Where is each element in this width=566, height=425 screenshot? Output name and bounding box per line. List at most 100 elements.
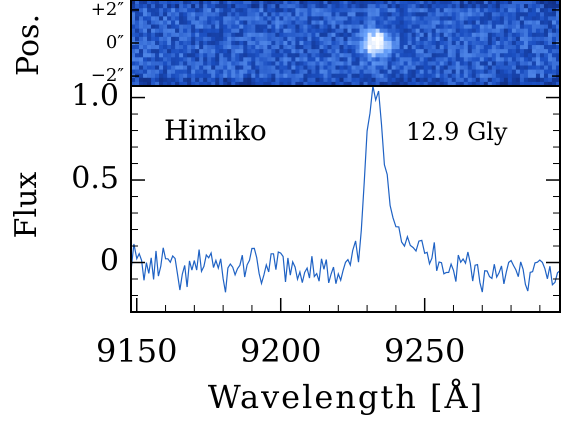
- heatmap-cell: [311, 65, 316, 70]
- heatmap-cell: [515, 53, 521, 58]
- heatmap-cell: [219, 8, 224, 13]
- heatmap-cell: [247, 8, 252, 13]
- heatmap-cell: [483, 12, 489, 17]
- heatmap-cell: [267, 65, 272, 70]
- heatmap-cell: [295, 69, 300, 75]
- heatmap-cell: [155, 36, 160, 42]
- heatmap-cell: [291, 12, 296, 17]
- heatmap-cell: [479, 53, 485, 58]
- heatmap-cell: [171, 0, 176, 5]
- heatmap-cell: [219, 28, 224, 34]
- heatmap-cell: [359, 73, 364, 79]
- heatmap-cell: [379, 65, 384, 70]
- heatmap-cell: [487, 49, 493, 54]
- heatmap-cell: [203, 8, 208, 13]
- heatmap-cell: [171, 32, 176, 38]
- heatmap-cell: [167, 49, 172, 54]
- heatmap-cell: [419, 8, 424, 13]
- heatmap-cell: [191, 65, 196, 70]
- heatmap-cell: [367, 57, 372, 62]
- heatmap-cell: [143, 65, 148, 70]
- heatmap-cell: [331, 73, 336, 79]
- heatmap-cell: [487, 24, 493, 29]
- heatmap-cell: [415, 36, 420, 42]
- heatmap-cell: [179, 36, 184, 42]
- heatmap-cell: [355, 4, 360, 9]
- heatmap-cell: [555, 24, 561, 29]
- heatmap-cell: [419, 24, 424, 29]
- heatmap-cell: [223, 28, 228, 34]
- heatmap-cell: [391, 0, 396, 5]
- heatmap-cell: [511, 73, 517, 79]
- heatmap-cell: [439, 20, 445, 25]
- heatmap-cell: [151, 36, 156, 42]
- heatmap-cell: [527, 61, 533, 66]
- heatmap-cell: [263, 73, 268, 79]
- heatmap-cell: [359, 32, 364, 38]
- heatmap-cell: [539, 8, 545, 13]
- heatmap-cell: [495, 24, 501, 29]
- heatmap-cell: [147, 4, 152, 9]
- heatmap-cell: [275, 57, 280, 62]
- heatmap-cell: [391, 69, 396, 75]
- heatmap-cell: [527, 8, 533, 13]
- heatmap-cell: [271, 73, 276, 79]
- heatmap-cell: [499, 57, 505, 62]
- heatmap-cell: [247, 53, 252, 58]
- heatmap-cell: [527, 4, 533, 9]
- heatmap-cell: [183, 32, 188, 38]
- heatmap-cell: [379, 81, 384, 87]
- heatmap-cell: [443, 4, 449, 9]
- heatmap-cell: [335, 61, 340, 66]
- heatmap-cell: [467, 77, 473, 83]
- heatmap-cell: [331, 28, 336, 34]
- heatmap-cell: [451, 53, 457, 58]
- heatmap-cell: [235, 40, 240, 46]
- heatmap-cell: [267, 4, 272, 9]
- heatmap-cell: [523, 12, 529, 17]
- heatmap-cell: [519, 24, 525, 29]
- heatmap-cell: [379, 77, 384, 83]
- heatmap-cell: [363, 73, 368, 79]
- heatmap-cell: [175, 12, 180, 17]
- heatmap-cell: [235, 24, 240, 29]
- heatmap-cell: [139, 4, 144, 9]
- heatmap-cell: [551, 65, 557, 70]
- heatmap-cell: [391, 36, 396, 42]
- heatmap-cell: [391, 4, 396, 9]
- heatmap-cell: [311, 16, 316, 21]
- heatmap-cell: [463, 69, 469, 75]
- heatmap-cell: [551, 0, 557, 5]
- heatmap-cell: [339, 49, 344, 54]
- heatmap-cell: [135, 36, 140, 42]
- heatmap-cell: [303, 28, 308, 34]
- heatmap-cell: [155, 40, 160, 46]
- heatmap-cell: [555, 16, 561, 21]
- heatmap-cell: [499, 32, 505, 38]
- heatmap-cell: [411, 28, 416, 34]
- heatmap-cell: [175, 32, 180, 38]
- heatmap-cell: [187, 40, 192, 46]
- heatmap-cell: [295, 16, 300, 21]
- heatmap-cell: [323, 57, 328, 62]
- heatmap-cell: [131, 24, 136, 29]
- heatmap-cell: [387, 61, 392, 66]
- heatmap-cell: [395, 8, 400, 13]
- heatmap-cell: [351, 36, 356, 42]
- heatmap-cell: [535, 36, 541, 42]
- heatmap-cell: [263, 12, 268, 17]
- heatmap-cell: [367, 36, 372, 42]
- heatmap-cell: [175, 24, 180, 29]
- heatmap-cell: [303, 77, 308, 83]
- heatmap-cell: [443, 45, 449, 50]
- heatmap-cell: [307, 12, 312, 17]
- heatmap-cell: [355, 49, 360, 54]
- heatmap-cell: [455, 32, 461, 38]
- heatmap-cell: [479, 8, 485, 13]
- heatmap-cell: [411, 57, 416, 62]
- heatmap-cell: [459, 12, 465, 17]
- heatmap-cell: [459, 36, 465, 42]
- heatmap-cell: [535, 65, 541, 70]
- heatmap-cell: [243, 65, 248, 70]
- heatmap-cell: [431, 40, 437, 46]
